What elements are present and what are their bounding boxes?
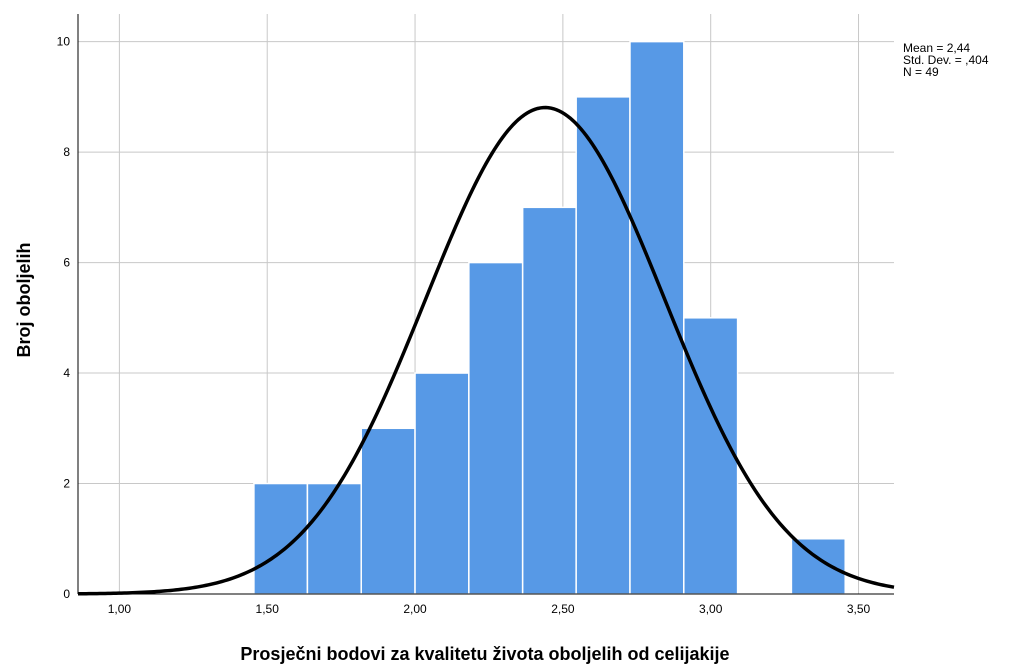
histogram-bars [253,40,846,595]
stats-std-dev: Std. Dev. = ,404 [903,53,989,67]
histogram-bar [521,206,577,595]
y-tick-label: 0 [63,587,70,601]
histogram-bar [629,40,685,595]
histogram-bar [790,538,846,595]
x-tick-label: 2,00 [403,602,427,616]
axes [77,14,894,595]
y-tick-label: 4 [63,366,70,380]
histogram-bar [360,427,416,595]
stats-n: N = 49 [903,65,939,79]
x-tick-label: 2,50 [551,602,575,616]
histogram-bar [414,372,470,595]
normal-curve [77,105,895,596]
y-tick-label: 2 [63,477,70,491]
histogram-bar [253,482,309,595]
y-tick-label: 8 [63,145,70,159]
histogram-bar [683,317,739,595]
x-tick-label: 1,00 [108,602,132,616]
histogram-bar [468,261,524,595]
x-axis-title: Prosječni bodovi za kvalitetu života obo… [240,644,729,664]
normal-curve-group [77,105,895,596]
stats-legend: Mean = 2,44 Std. Dev. = ,404 N = 49 [903,41,989,79]
histogram-bar [575,96,631,595]
y-tick-labels: 0 2 4 6 8 10 [57,35,71,601]
x-tick-labels: 1,00 1,50 2,00 2,50 3,00 3,50 [108,602,871,616]
x-tick-label: 1,50 [256,602,280,616]
stats-mean: Mean = 2,44 [903,41,970,55]
histogram-bar [306,482,362,595]
y-tick-label: 6 [63,256,70,270]
x-tick-label: 3,50 [847,602,871,616]
y-tick-label: 10 [57,35,71,49]
y-axis-title: Broj oboljelih [14,243,34,358]
x-tick-label: 3,00 [699,602,723,616]
